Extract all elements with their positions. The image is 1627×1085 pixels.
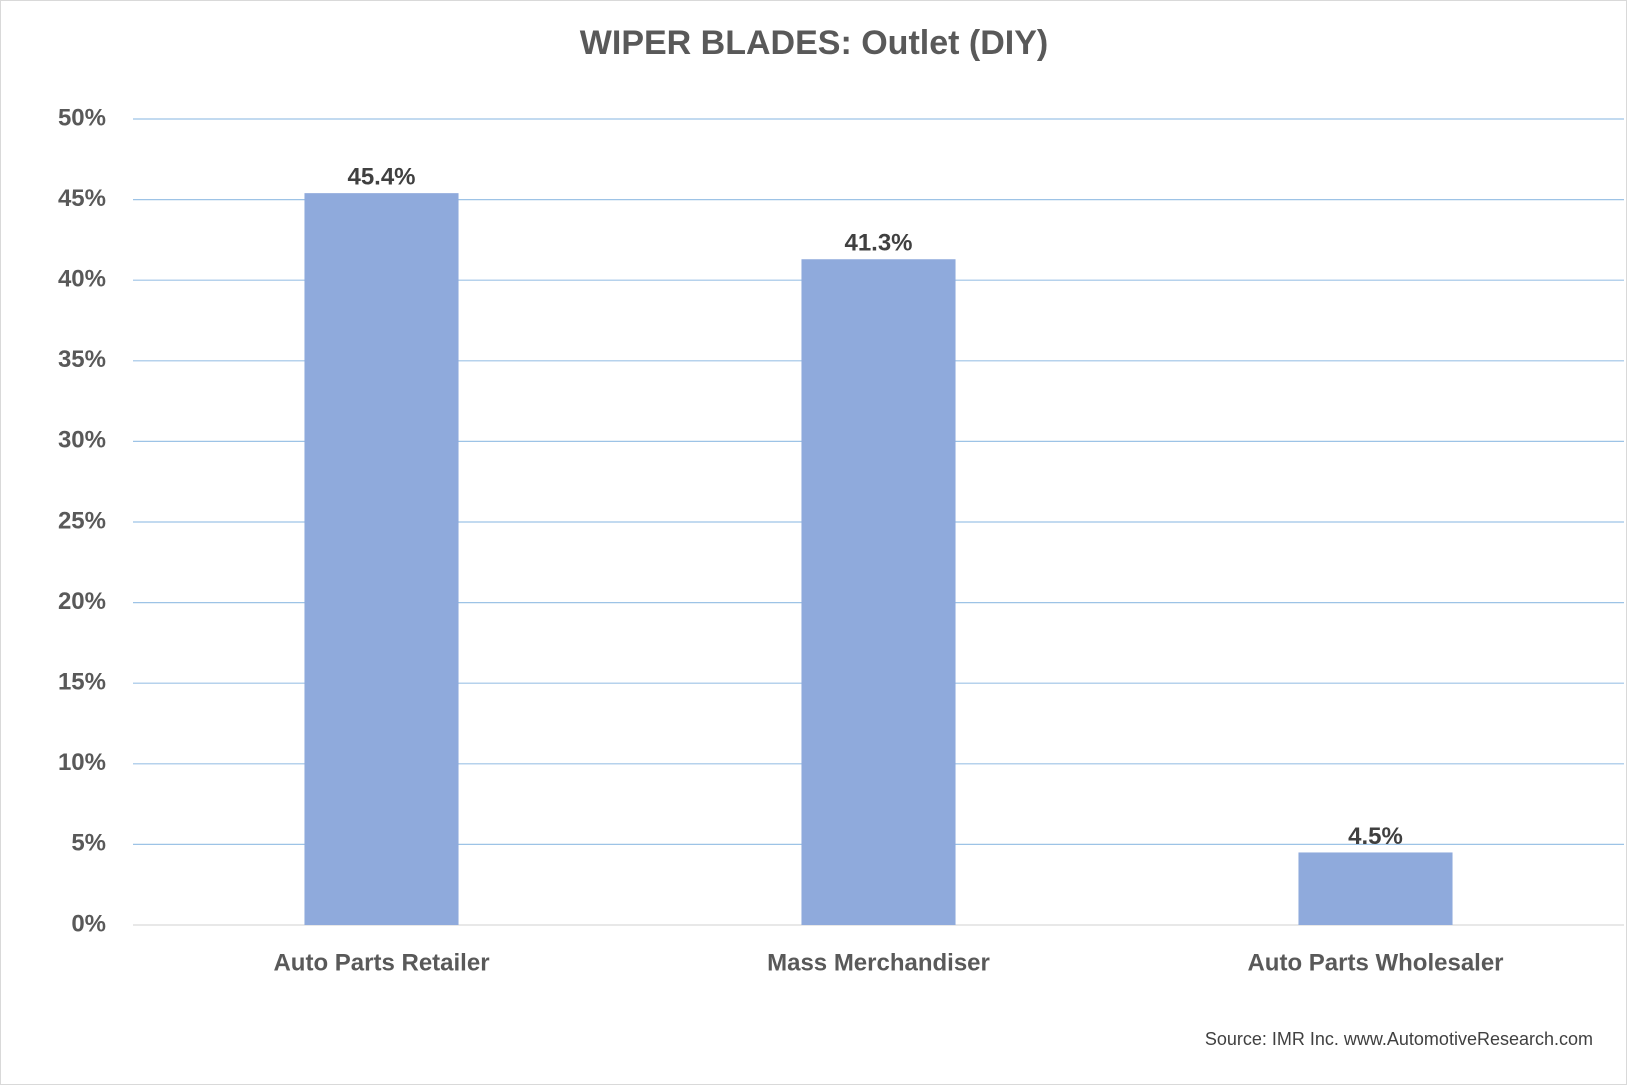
y-tick-label: 5% (71, 830, 106, 857)
x-tick-label: Mass Merchandiser (767, 949, 990, 976)
y-tick-label: 35% (58, 346, 106, 373)
y-tick-label: 10% (58, 749, 106, 776)
chart-title: WIPER BLADES: Outlet (DIY) (580, 24, 1048, 62)
value-label: 4.5% (1348, 823, 1403, 850)
x-tick-label: Auto Parts Retailer (273, 949, 489, 976)
y-tick-label: 25% (58, 507, 106, 534)
value-label: 41.3% (844, 230, 912, 257)
value-label: 45.4% (347, 163, 415, 190)
y-tick-label: 20% (58, 588, 106, 615)
y-tick-label: 0% (71, 910, 106, 937)
y-tick-label: 15% (58, 669, 106, 696)
bar (304, 193, 459, 926)
y-tick-label: 50% (58, 104, 106, 131)
bar (801, 259, 956, 925)
bar (1298, 852, 1453, 925)
y-tick-label: 45% (58, 185, 106, 212)
x-tick-label: Auto Parts Wholesaler (1247, 949, 1503, 976)
source-note: Source: IMR Inc. www.AutomotiveResearch.… (1205, 1029, 1593, 1049)
y-tick-label: 30% (58, 427, 106, 454)
y-tick-label: 40% (58, 266, 106, 293)
